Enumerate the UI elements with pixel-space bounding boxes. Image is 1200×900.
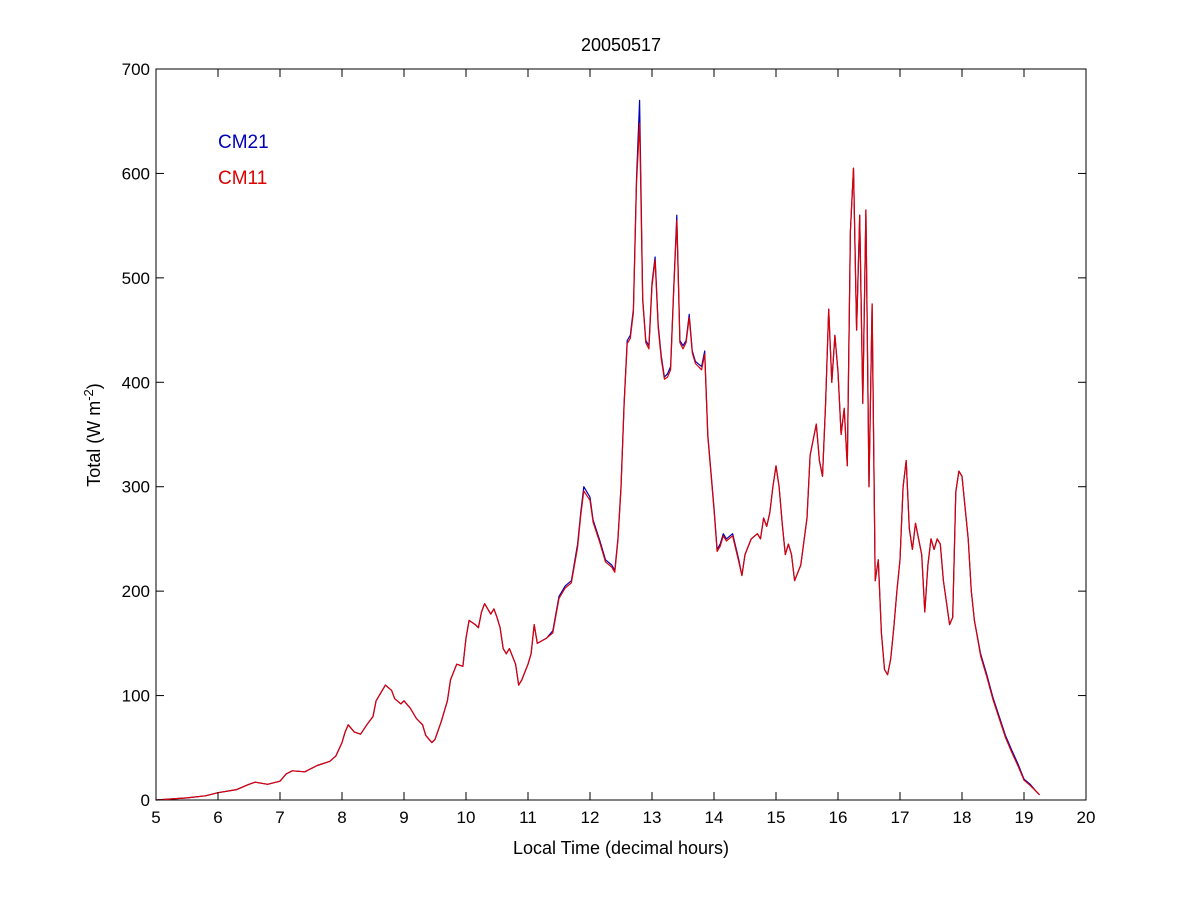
x-axis-label: Local Time (decimal hours) (513, 838, 729, 858)
chart-title: 20050517 (581, 35, 661, 55)
x-tick-label: 15 (767, 808, 786, 827)
x-tick-label: 10 (457, 808, 476, 827)
legend: CM21 CM11 (218, 132, 269, 189)
x-tick-label: 5 (151, 808, 160, 827)
legend-entry-cm11: CM11 (218, 168, 267, 189)
series-layer (155, 99, 1040, 801)
x-tick-label: 20 (1077, 808, 1096, 827)
y-axis-label-close: ) (84, 383, 104, 389)
y-axis-ticks: 0 100 200 300 400 500 600 700 (122, 60, 1086, 810)
y-axis-label-main: Total (W m (84, 401, 104, 487)
x-tick-label: 19 (1015, 808, 1034, 827)
y-tick-label: 300 (122, 478, 150, 497)
y-tick-label: 500 (122, 269, 150, 288)
y-tick-label: 200 (122, 582, 150, 601)
plot-frame (155, 68, 1087, 801)
x-tick-label: 17 (891, 808, 910, 827)
y-axis-label-superscript: -2 (81, 389, 96, 401)
x-axis-ticks: 5 6 7 8 9 10 11 12 13 14 15 16 17 18 19 20 (151, 69, 1095, 827)
series-line-cm11 (155, 122, 1040, 801)
x-tick-label: 6 (213, 808, 222, 827)
y-axis-label: Total (W m-2) (81, 383, 104, 487)
x-tick-label: 16 (829, 808, 848, 827)
y-tick-label: 400 (122, 373, 150, 392)
x-tick-label: 7 (275, 808, 284, 827)
legend-entry-cm21: CM21 (218, 132, 269, 153)
y-tick-label: 700 (122, 60, 150, 79)
y-tick-label: 0 (141, 791, 150, 810)
x-tick-label: 9 (399, 808, 408, 827)
x-tick-label: 12 (581, 808, 600, 827)
x-tick-label: 11 (519, 808, 537, 827)
y-tick-label: 100 (122, 687, 150, 706)
x-tick-label: 8 (337, 808, 346, 827)
y-tick-label: 600 (122, 164, 150, 183)
x-tick-label: 13 (643, 808, 662, 827)
x-tick-label: 14 (705, 808, 724, 827)
x-tick-label: 18 (953, 808, 972, 827)
